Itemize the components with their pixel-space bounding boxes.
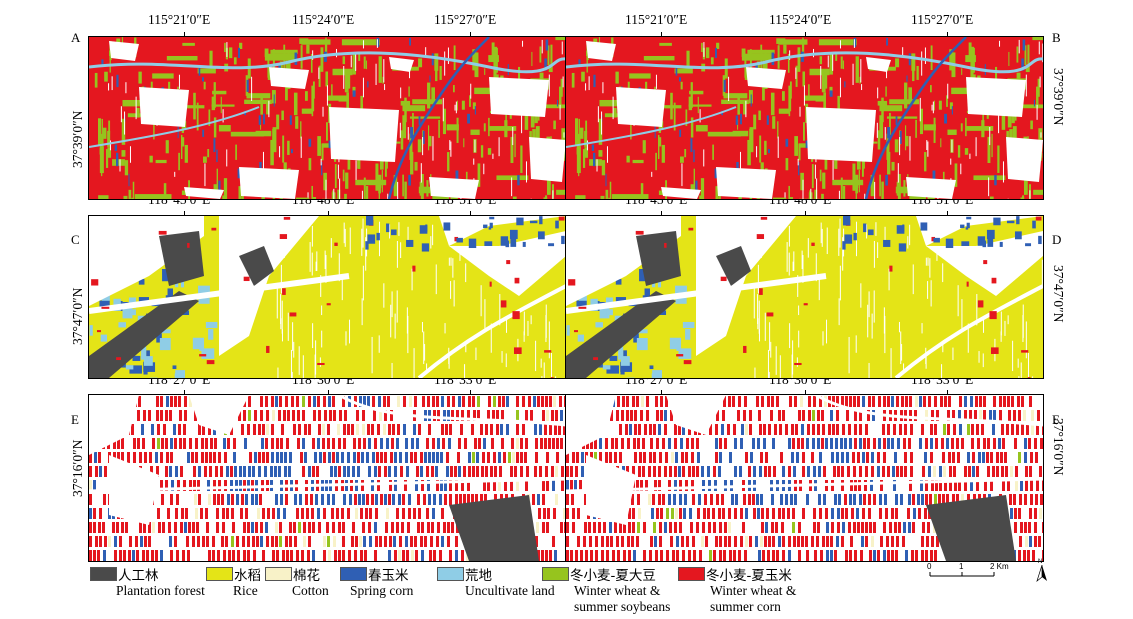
map-panel-f: [565, 394, 1044, 562]
lon-tick: [661, 32, 662, 36]
lon-tick: [328, 211, 329, 215]
legend-swatch: [437, 567, 464, 581]
legend-swatch: [542, 567, 569, 581]
lat-label-c: 37°47′0″N: [70, 287, 85, 345]
lon-tick: [661, 211, 662, 215]
lon-tick: [184, 211, 185, 215]
lon-tick: [184, 390, 185, 394]
panel-label-d: D: [1052, 232, 1062, 247]
legend-label-en: Plantation forest: [116, 583, 205, 598]
lon-tick: [805, 32, 806, 36]
legend-swatch: [206, 567, 233, 581]
lon-tick: [470, 32, 471, 36]
legend-swatch: [90, 567, 117, 581]
legend-label-en: Uncultivate land: [465, 583, 555, 598]
scale-bar: 0 1 2 Km: [927, 562, 1009, 582]
lon-tick: [328, 390, 329, 394]
lon-label: 115°27′0″E: [434, 12, 497, 27]
legend-label-en: Rice: [233, 583, 258, 598]
legend-label-zh: 水稻: [234, 568, 261, 584]
legend-label-zh: 冬小麦-夏大豆: [570, 568, 656, 584]
legend-label-zh: 荒地: [465, 568, 492, 584]
panel-label-a: A: [71, 30, 81, 45]
legend-label-zh: 棉花: [293, 568, 320, 584]
lat-label-f: 37°16′0″N: [1051, 418, 1066, 476]
lon-tick: [470, 211, 471, 215]
legend-label-en: Spring corn: [350, 583, 414, 598]
lat-label-e: 37°16′0″N: [70, 439, 85, 497]
legend-label-en: Winter wheat & summer soybeans: [574, 583, 671, 614]
scale-tick-2: 2 Km: [990, 562, 1009, 571]
legend-label-zh: 人工林: [118, 568, 159, 584]
panel-label-f: F: [1052, 412, 1060, 427]
lon-label: 115°24′0″E: [769, 12, 832, 27]
lat-label-d: 37°47′0″N: [1051, 265, 1066, 323]
lon-label: 115°21′0″E: [148, 12, 211, 27]
panel-label-c: C: [71, 232, 80, 247]
lon-tick: [947, 32, 948, 36]
panel-label-e: E: [71, 412, 79, 427]
lon-tick: [328, 32, 329, 36]
lon-label: 115°24′0″E: [292, 12, 355, 27]
legend-label-en: Cotton: [292, 583, 329, 598]
lon-tick: [184, 32, 185, 36]
map-panel-d: [565, 215, 1044, 379]
lon-tick: [805, 390, 806, 394]
lon-tick: [947, 390, 948, 394]
map-panel-b: [565, 36, 1044, 200]
lon-label: 115°27′0″E: [911, 12, 974, 27]
lon-tick: [661, 390, 662, 394]
panel-label-b: B: [1052, 30, 1061, 45]
map-panel-c: [88, 215, 567, 379]
lat-label-a: 37°39′0″N: [70, 110, 85, 168]
north-arrow-icon: N: [1035, 559, 1049, 582]
legend-label-zh: 春玉米: [368, 568, 409, 584]
map-panel-e: [88, 394, 567, 562]
lon-tick: [805, 211, 806, 215]
lon-tick: [470, 390, 471, 394]
scale-tick-1: 1: [959, 562, 964, 571]
legend-swatch: [340, 567, 367, 581]
legend-swatch: [678, 567, 705, 581]
lon-label: 115°21′0″E: [625, 12, 688, 27]
legend-swatch: [265, 567, 292, 581]
legend-label-zh: 冬小麦-夏玉米: [706, 568, 792, 584]
legend-label-en: Winter wheat & summer corn: [710, 583, 797, 614]
lat-label-b: 37°39′0″N: [1051, 68, 1066, 126]
lon-tick: [947, 211, 948, 215]
scale-tick-0: 0: [927, 562, 932, 571]
map-panel-a: [88, 36, 567, 200]
